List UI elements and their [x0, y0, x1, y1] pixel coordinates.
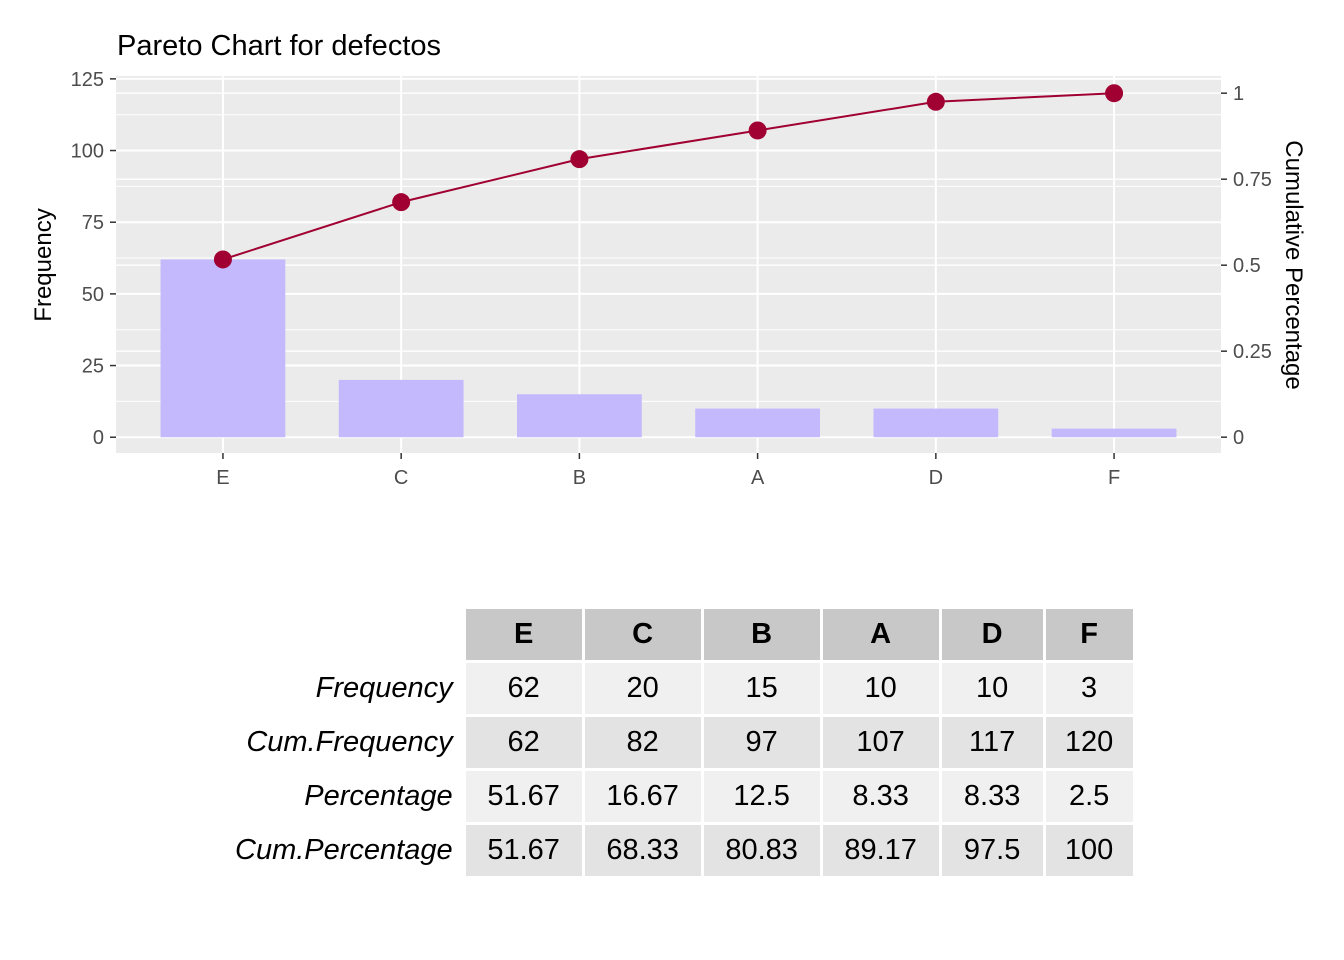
cumulative-point-E [213, 250, 232, 269]
y2-axis: 0 0.25 0.5 0.75 1 [1221, 83, 1272, 449]
table-corner-cell [229, 609, 463, 660]
table-cell: 97.5 [941, 825, 1043, 876]
x-tick-label: A [751, 467, 765, 489]
table-cell: 8.33 [822, 771, 939, 822]
pareto-chart: Pareto Chart for defectos 0255075100125 … [30, 30, 1307, 489]
table-cell: 2.5 [1045, 771, 1133, 822]
table-row: Cum.Percentage 51.67 68.33 80.83 89.17 97.5 10… [229, 825, 1133, 876]
table-header-cell: D [941, 609, 1043, 660]
grid-lines [116, 76, 1221, 453]
y2-tick-label: 0.75 [1233, 169, 1272, 191]
table-row-label: Frequency [315, 672, 453, 704]
table-row: Frequency 62 20 15 10 10 3 [229, 663, 1133, 714]
table-cell: 107 [822, 717, 939, 768]
cumulative-line [213, 84, 1124, 269]
bar-A [695, 408, 820, 438]
table-body: Frequency 62 20 15 10 10 3 Cum.Frequency 62 82 97 1… [229, 663, 1133, 876]
table-cell: 20 [584, 663, 701, 714]
y2-axis-title: Cumulative Percentage [1280, 140, 1307, 389]
chart-title: Pareto Chart for defectos [117, 30, 441, 62]
table-cell: 100 [1045, 825, 1133, 876]
bars [160, 259, 1177, 438]
table-row: Percentage 51.67 16.67 12.5 8.33 8.33 2.5 [229, 771, 1133, 822]
bar-E [160, 259, 286, 438]
table-header-cell: B [703, 609, 820, 660]
table-cell: 10 [941, 663, 1043, 714]
table-cell: 3 [1045, 663, 1133, 714]
x-tick-label: F [1108, 467, 1120, 489]
table-cell: 97 [703, 717, 820, 768]
table-cell: 120 [1045, 717, 1133, 768]
table-cell: 16.67 [584, 771, 701, 822]
x-tick-label: E [216, 467, 229, 489]
table-cell: 82 [584, 717, 701, 768]
y2-tick-label: 0.5 [1233, 255, 1261, 277]
table-cell: 117 [941, 717, 1043, 768]
y-tick-label: 0 [93, 427, 104, 449]
x-tick-label: D [929, 467, 943, 489]
table-row-label: Cum.Frequency [246, 726, 453, 758]
x-tick-label: B [573, 467, 586, 489]
y2-tick-label: 0.25 [1233, 341, 1272, 363]
y-tick-label: 125 [71, 69, 104, 91]
table-header-cell: E [465, 609, 582, 660]
bar-D [873, 408, 999, 438]
table-cell: 12.5 [703, 771, 820, 822]
table-row-label: Cum.Percentage [235, 834, 453, 866]
table-header-cell: F [1045, 609, 1133, 660]
cumulative-point-D [926, 92, 945, 111]
y2-tick-label: 1 [1233, 83, 1244, 105]
cumulative-point-C [392, 193, 411, 212]
table-row-label: Percentage [304, 780, 453, 812]
y-axis: 0 25 50 75 100 125 [71, 69, 116, 449]
y-tick-label: 100 [71, 141, 104, 163]
bar-C [338, 379, 464, 438]
x-tick-label: C [394, 467, 408, 489]
cumulative-polyline [222, 92, 1115, 261]
y2-tick-label: 0 [1233, 427, 1244, 449]
y-tick-label: 25 [82, 356, 104, 378]
cumulative-point-B [570, 150, 589, 169]
table-cell: 68.33 [584, 825, 701, 876]
table-header-cell: A [822, 609, 939, 660]
table-cell: 80.83 [703, 825, 820, 876]
cumulative-point-A [748, 121, 767, 140]
table-cell: 62 [465, 663, 582, 714]
table-cell: 89.17 [822, 825, 939, 876]
cumulative-point-F [1105, 84, 1124, 103]
table-cell: 62 [465, 717, 582, 768]
table-cell: 51.67 [465, 771, 582, 822]
table-cell: 8.33 [941, 771, 1043, 822]
table-header-cell: C [584, 609, 701, 660]
bar-F [1051, 428, 1177, 438]
table-cell: 15 [703, 663, 820, 714]
table-row: Cum.Frequency 62 82 97 107 117 120 [229, 717, 1133, 768]
y-axis-title: Frequency [30, 208, 57, 321]
table-cell: 10 [822, 663, 939, 714]
y-tick-label: 50 [82, 284, 104, 306]
table-cell: 51.67 [465, 825, 582, 876]
y-tick-label: 75 [82, 212, 104, 234]
bar-B [517, 394, 642, 438]
